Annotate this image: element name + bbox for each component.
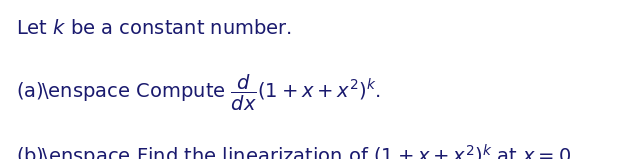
Text: Let $k$ be a constant number.: Let $k$ be a constant number.: [16, 19, 292, 38]
Text: (a)\enspace Compute $\dfrac{d}{dx}(1 + x + x^2)^k$.: (a)\enspace Compute $\dfrac{d}{dx}(1 + x…: [16, 73, 380, 113]
Text: (b)\enspace Find the linearization of $(1 + x + x^2)^k$ at $x = 0$.: (b)\enspace Find the linearization of $(…: [16, 143, 576, 159]
